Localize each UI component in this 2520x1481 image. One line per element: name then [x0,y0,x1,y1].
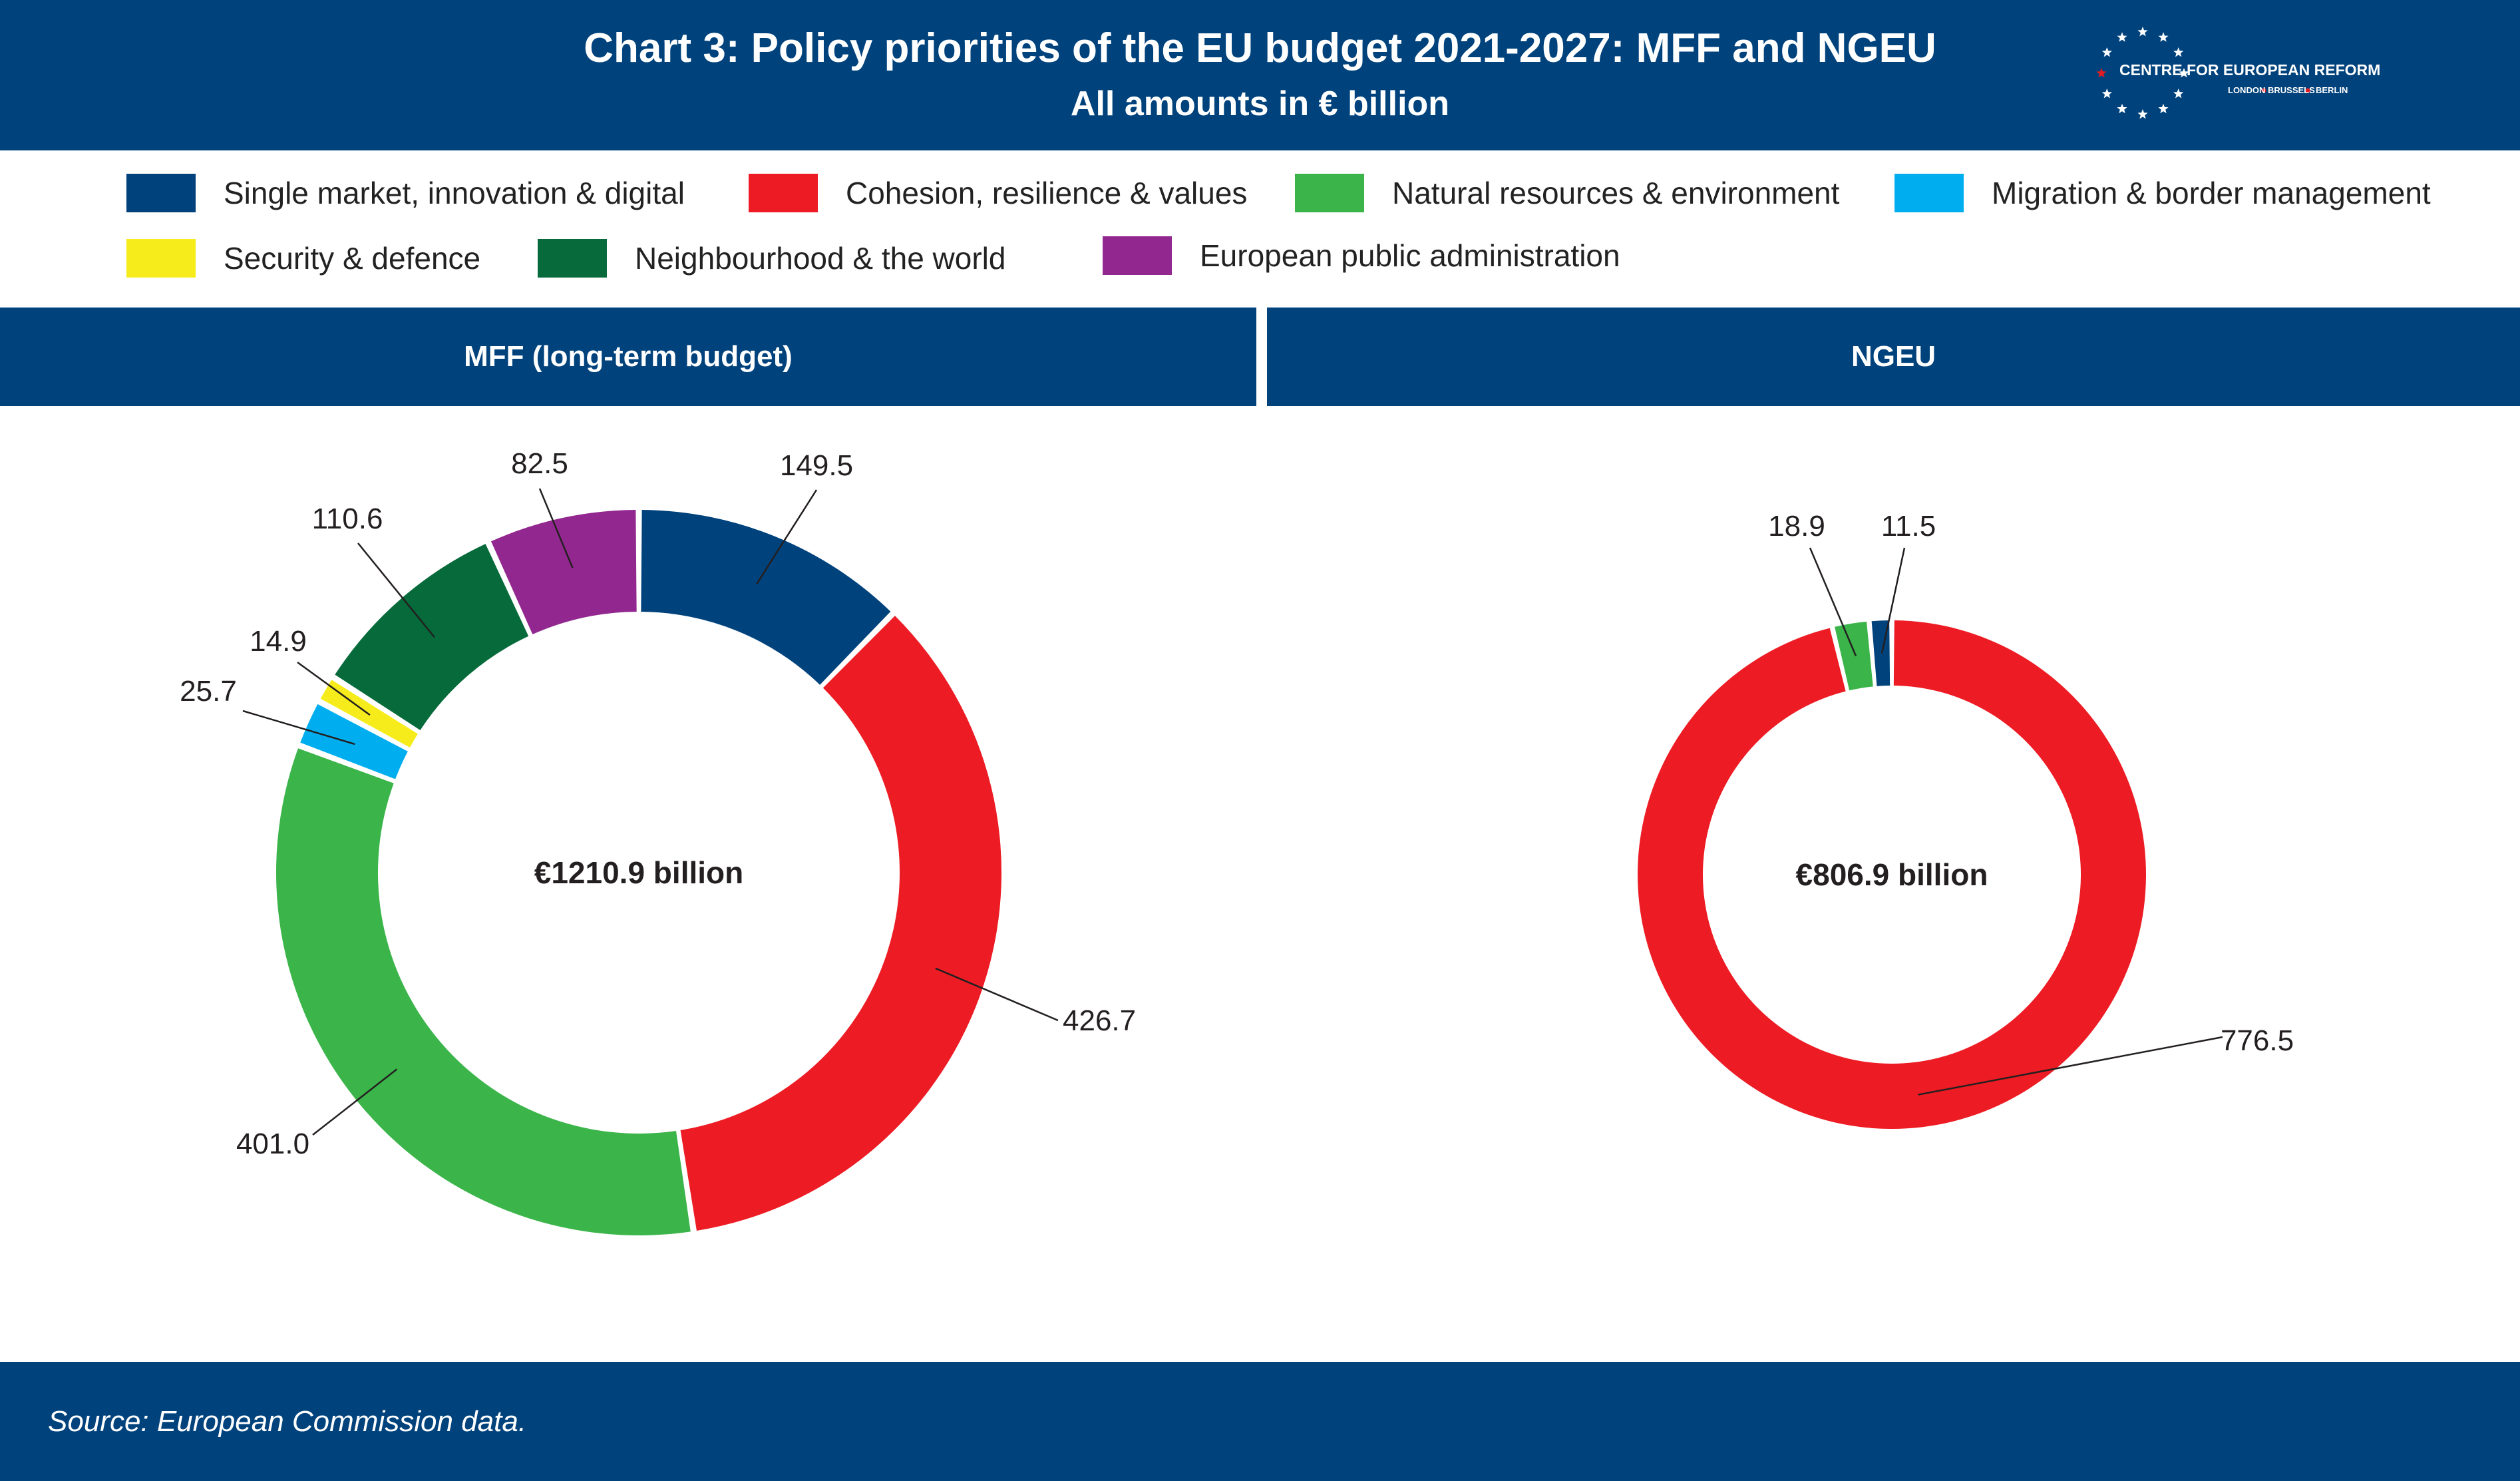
data-label: 18.9 [1768,510,1825,542]
chart-subtitle: All amounts in € billion [1070,85,1450,123]
logo-star-icon [2158,103,2169,114]
data-label: 426.7 [1063,1004,1136,1037]
leader-line [357,542,435,638]
legend-label: European public administration [1200,238,1620,273]
center-total-label: €1210.9 billion [534,855,743,890]
slice-neighbourhood-and-the-world [335,544,529,731]
leader-line [312,1068,398,1136]
logo-city-3: BERLIN [2316,85,2348,95]
logo-star-icon [2096,68,2107,78]
logo-star-icon [2173,47,2184,57]
slice-natural-resources-and-environment [275,748,691,1235]
data-label: 14.9 [250,625,307,658]
legend-item: Cohesion, resilience & values [749,173,1247,213]
slice-migration-and-border-management [300,704,408,779]
data-label: 11.5 [1881,510,1936,542]
logo-star-icon [2117,32,2127,42]
slice-european-public-administration [490,510,637,635]
chart-title: Chart 3: Policy priorities of the EU bud… [584,25,1936,71]
slice-single-market-innovation-and-digital [641,510,891,685]
legend-item: Migration & border management [1894,173,2431,213]
legend-label: Cohesion, resilience & values [846,176,1248,210]
logo-star-icon [2117,103,2127,114]
cer-logo: CENTRE FOR EUROPEAN REFORM LONDON BRUSSE… [2096,27,2380,119]
panel-header-mff: MFF (long-term budget) [0,308,1256,406]
logo-dot-icon [2261,88,2266,93]
logo-star-icon [2158,32,2169,42]
leader-line [297,661,371,716]
legend-label: Migration & border management [1992,176,2431,210]
data-label: 25.7 [180,675,237,708]
leader-line [242,710,355,745]
panel-title-ngeu: NGEU [1851,340,1936,373]
legend-swatch [126,174,196,212]
leader-line [935,967,1059,1022]
legend-item: Single market, innovation & digital [126,173,685,213]
legend-swatch [538,239,607,278]
legend-swatch [1295,174,1364,212]
legend-label: Neighbourhood & the world [635,241,1006,276]
center-total-label: €806.9 billion [1796,857,1988,892]
slice-cohesion-resilience-and-values [680,616,1001,1231]
legend-item: European public administration [1103,236,1620,276]
donut-mff: 149.5 426.7 401.0 25.7 14.9 110.6 82.5 €1210.9 … [180,447,1136,1235]
eu-stars-icon [2096,27,2310,119]
leader-line [756,489,818,584]
data-label: 776.5 [2221,1024,2294,1057]
data-label: 110.6 [312,503,383,535]
logo-dot-icon [2305,88,2310,93]
logo-star-icon [2173,89,2184,99]
leader-line [1918,1036,2223,1096]
logo-star-icon [2179,68,2189,78]
legend-swatch [1103,236,1172,275]
donut-ngeu: 776.5 18.9 11.5 €806.9 billion [1638,510,2294,1129]
panel-title-mff: MFF (long-term budget) [464,340,793,373]
legend-swatch [749,174,818,212]
logo-star-icon [2137,109,2148,119]
legend-item: Natural resources & environment [1295,173,1839,213]
legend-label: Security & defence [224,241,481,276]
data-label: 149.5 [780,449,853,482]
data-label: 82.5 [511,447,568,480]
logo-name: CENTRE FOR EUROPEAN REFORM [2119,61,2380,79]
footer-banner: Source: European Commission data. [0,1362,2520,1481]
source-note: Source: European Commission data. [48,1405,527,1438]
slice-natural-resources-and-environment [1835,621,1873,691]
legend-label: Single market, innovation & digital [224,176,685,210]
logo-star-icon [2137,27,2148,37]
legend-swatch [126,239,196,278]
legend-item: Security & defence [126,238,480,278]
legend-label: Natural resources & environment [1392,176,1840,210]
panel-header-ngeu: NGEU [1267,308,2520,406]
leader-line [1809,547,1857,656]
leader-line [1881,547,1906,654]
header-banner: Chart 3: Policy priorities of the EU bud… [0,0,2520,150]
leader-line [538,488,574,568]
logo-star-icon [2101,89,2112,99]
legend-item: Neighbourhood & the world [538,238,1005,278]
logo-city-1: LONDON [2228,85,2265,95]
logo-star-icon [2101,47,2112,57]
chart-legend: Single market, innovation & digital Cohe… [0,150,2520,308]
legend-swatch [1894,174,1964,212]
data-label: 401.0 [236,1128,309,1160]
logo-city-2: BRUSSELS [2268,85,2315,95]
